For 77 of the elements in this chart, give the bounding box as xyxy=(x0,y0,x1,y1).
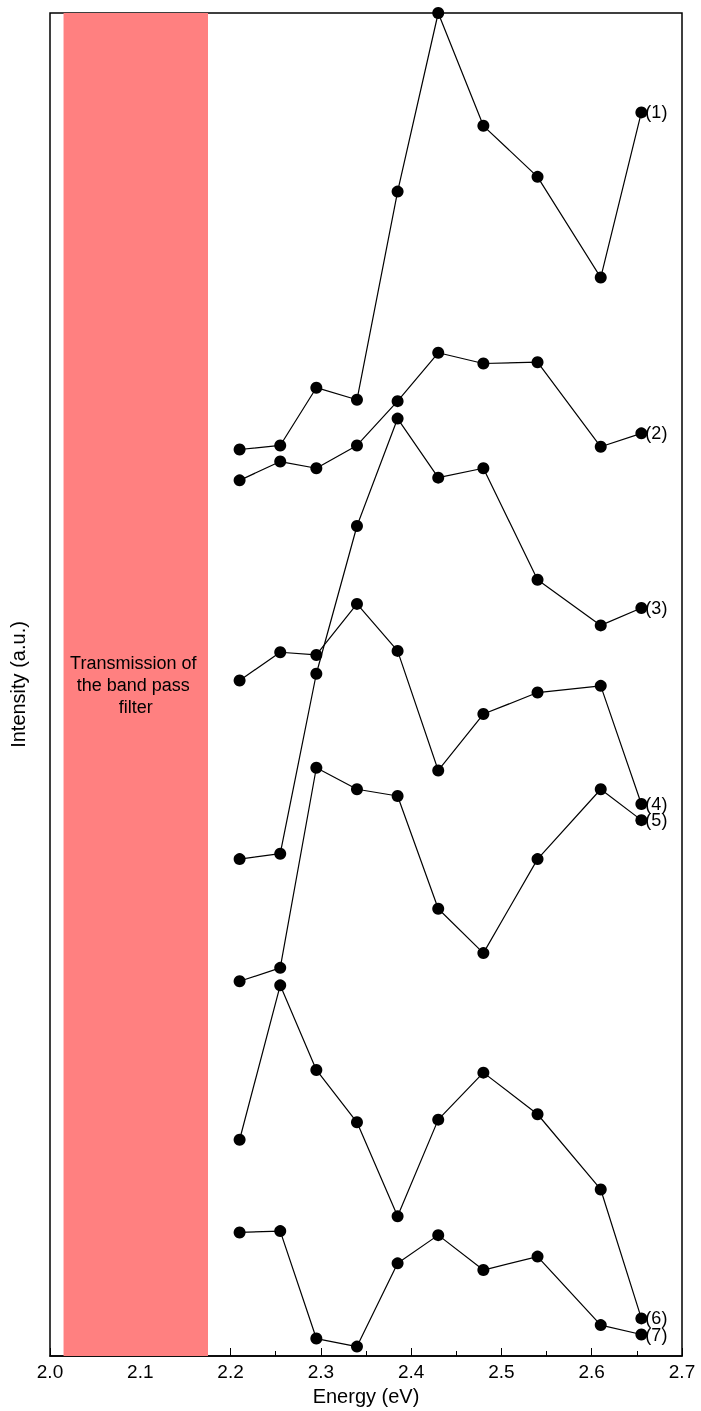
point xyxy=(432,1229,445,1242)
point xyxy=(594,1319,607,1332)
x-tick-label: 2.4 xyxy=(397,1361,425,1382)
y-axis-title: Intensity (a.u.) xyxy=(7,621,29,748)
point xyxy=(310,1063,323,1076)
point xyxy=(350,393,363,406)
point xyxy=(233,674,246,687)
point xyxy=(350,597,363,610)
point xyxy=(233,443,246,456)
point xyxy=(477,1264,490,1277)
point xyxy=(274,847,287,860)
point xyxy=(350,439,363,452)
point xyxy=(391,395,404,408)
band-label: Transmission of the band pass filter xyxy=(70,652,202,717)
point xyxy=(350,783,363,796)
series-label: (2) xyxy=(645,423,668,444)
x-tick-label: 2.5 xyxy=(488,1361,515,1382)
point xyxy=(310,381,323,394)
point xyxy=(310,667,323,680)
x-tick-label: 2.3 xyxy=(307,1361,335,1382)
x-tick-label: 2.6 xyxy=(578,1361,605,1382)
point xyxy=(594,679,607,692)
point xyxy=(391,185,404,198)
point xyxy=(274,455,287,468)
point xyxy=(477,708,490,721)
point xyxy=(594,1183,607,1196)
point xyxy=(531,686,544,699)
point xyxy=(274,961,287,974)
x-tick-label: 2.2 xyxy=(217,1361,244,1382)
point xyxy=(391,1210,404,1223)
point xyxy=(477,462,490,475)
x-tick-label: 2.7 xyxy=(668,1361,696,1382)
x-tick-label: 2.1 xyxy=(127,1361,154,1382)
series-label: (3) xyxy=(645,597,668,618)
point xyxy=(233,975,246,988)
point xyxy=(233,1133,246,1146)
point xyxy=(391,1257,404,1270)
point xyxy=(274,646,287,659)
point xyxy=(310,761,323,774)
point xyxy=(350,1116,363,1129)
point xyxy=(350,520,363,533)
point xyxy=(594,619,607,632)
point xyxy=(477,1066,490,1079)
point xyxy=(594,271,607,284)
point xyxy=(531,1250,544,1263)
point xyxy=(274,1225,287,1238)
point xyxy=(432,764,445,777)
point xyxy=(233,474,246,487)
point xyxy=(391,644,404,657)
point xyxy=(477,947,490,960)
point xyxy=(531,573,544,586)
point xyxy=(274,979,287,992)
point xyxy=(594,783,607,796)
point xyxy=(310,648,323,661)
point xyxy=(531,170,544,183)
point xyxy=(594,440,607,453)
point xyxy=(531,356,544,369)
point xyxy=(391,412,404,425)
point xyxy=(233,1226,246,1239)
point xyxy=(391,789,404,802)
point xyxy=(432,346,445,359)
x-tick-label: 2.0 xyxy=(36,1361,64,1382)
point xyxy=(432,471,445,484)
point xyxy=(310,1332,323,1345)
point xyxy=(233,853,246,866)
point xyxy=(310,462,323,475)
series-label: (1) xyxy=(645,102,668,123)
point xyxy=(350,1340,363,1353)
point xyxy=(432,902,445,915)
point xyxy=(531,1108,544,1121)
point xyxy=(531,853,544,866)
point xyxy=(274,439,287,452)
x-axis-title: Energy (eV) xyxy=(312,1385,420,1407)
point xyxy=(477,357,490,370)
point xyxy=(432,1113,445,1126)
point xyxy=(432,7,445,19)
point xyxy=(477,119,490,132)
